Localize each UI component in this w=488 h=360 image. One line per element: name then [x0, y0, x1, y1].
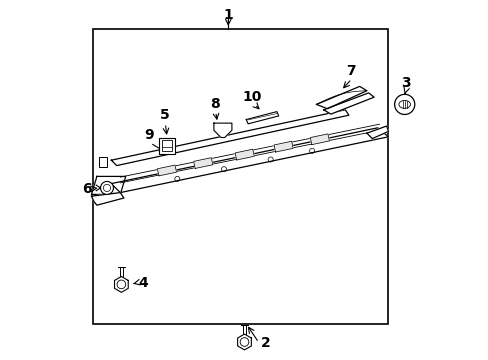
Polygon shape [91, 176, 125, 194]
Polygon shape [316, 86, 366, 109]
Text: 4: 4 [138, 276, 148, 290]
Polygon shape [246, 112, 278, 124]
Polygon shape [91, 193, 123, 205]
Polygon shape [366, 126, 387, 139]
Text: 6: 6 [81, 182, 91, 195]
Text: 10: 10 [242, 90, 261, 104]
Polygon shape [235, 149, 254, 160]
Text: 5: 5 [160, 108, 169, 122]
Polygon shape [323, 93, 373, 114]
Bar [99, 157, 106, 167]
Polygon shape [237, 334, 251, 350]
Polygon shape [157, 165, 176, 176]
Polygon shape [193, 158, 212, 168]
Bar [162, 140, 171, 151]
Circle shape [394, 94, 414, 114]
Polygon shape [213, 123, 231, 138]
Text: 3: 3 [400, 76, 410, 90]
Text: 8: 8 [210, 97, 220, 111]
Polygon shape [310, 134, 329, 145]
Circle shape [101, 181, 113, 194]
Bar [159, 138, 175, 154]
Text: 1: 1 [223, 8, 233, 22]
Text: 2: 2 [260, 336, 270, 350]
Polygon shape [114, 276, 128, 292]
Polygon shape [111, 128, 387, 193]
Polygon shape [111, 110, 348, 166]
Polygon shape [273, 141, 292, 152]
Text: 9: 9 [144, 128, 154, 142]
Bar [93, 29, 387, 324]
Text: 7: 7 [345, 64, 355, 78]
